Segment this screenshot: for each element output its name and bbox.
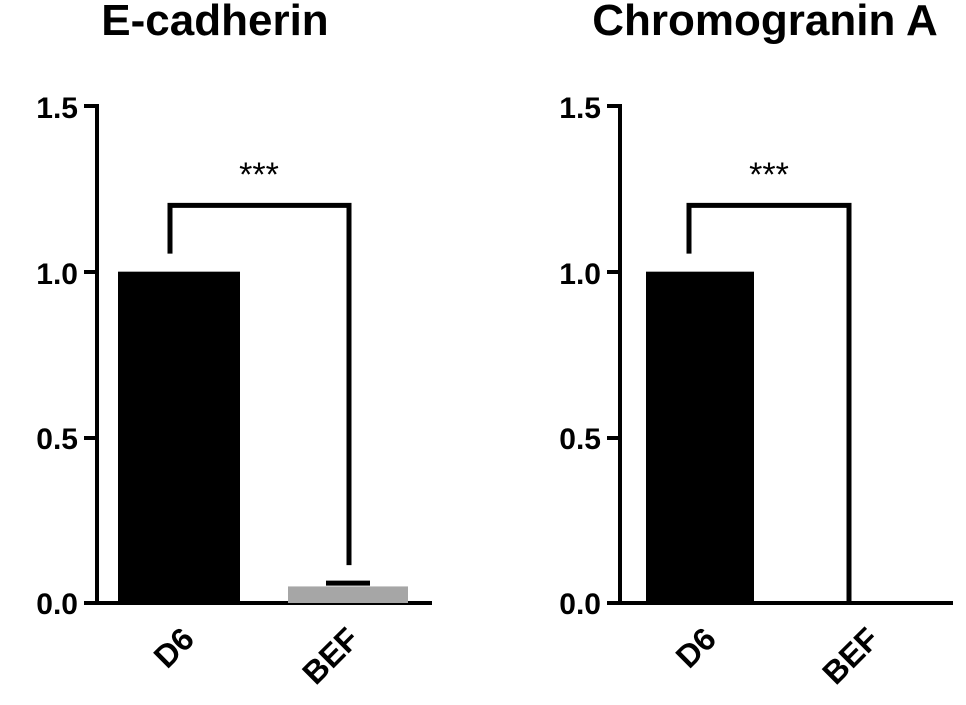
y-tick-label: 1.0 — [36, 258, 78, 291]
y-tick-label: 0.5 — [36, 423, 78, 456]
significance-bracket — [167, 202, 352, 566]
x-category-label: D6 — [147, 620, 201, 674]
x-category-label: D6 — [669, 620, 723, 674]
chart-panel-chromogranin-a: Chromogranin A 0.0 0.5 1.0 1.5 *** D6 BE… — [559, 0, 953, 691]
x-category-label: BEF — [295, 620, 366, 691]
y-tick-label: 1.5 — [36, 92, 78, 125]
y-tick-label: 0.0 — [36, 588, 78, 621]
significance-label: *** — [239, 156, 279, 194]
y-tick-label: 0.0 — [559, 588, 601, 621]
chart-panel-e-cadherin: E-cadherin 0.0 0.5 1.0 1.5 *** D6 BEF — [36, 0, 432, 691]
y-tick-label: 0.5 — [559, 423, 601, 456]
x-category-label: BEF — [815, 620, 886, 691]
bar-bef — [288, 586, 408, 603]
chart-title: E-cadherin — [101, 0, 328, 45]
y-tick-label: 1.5 — [559, 92, 601, 125]
chart-title: Chromogranin A — [592, 0, 937, 45]
bar-d6 — [118, 271, 240, 603]
significance-bracket — [686, 202, 852, 601]
y-tick-label: 1.0 — [559, 258, 601, 291]
significance-label: *** — [749, 156, 789, 194]
bar-d6 — [646, 271, 754, 603]
